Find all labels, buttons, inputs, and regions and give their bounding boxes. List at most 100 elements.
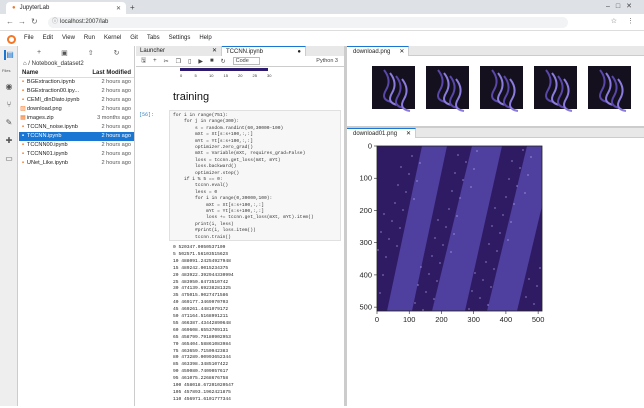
file-modified: 2 hours ago [101,97,131,103]
heatmap-speckle [462,179,464,181]
file-modified: 2 hours ago [101,142,131,148]
new-tab-icon[interactable]: + [130,3,135,12]
tab-launcher[interactable]: Launcher ✕ [136,46,222,56]
heatmap-speckle [388,238,390,240]
thumbnail-streak [617,78,627,112]
menu-tabs[interactable]: Tabs [146,35,160,41]
cell-type-select[interactable]: Code [232,57,260,65]
restart-icon[interactable]: ↻ [220,58,226,65]
notebook-file-icon: ▪ [21,133,25,139]
new-launcher-icon[interactable]: + [37,49,42,56]
output-line: 110 456971.6101777344 [173,396,231,402]
heatmap-speckle [394,202,396,204]
menu-git[interactable]: Git [130,35,138,41]
menu-file[interactable]: File [24,35,34,41]
file-row[interactable]: ▪ BGExtraction.ipynb 2 hours ago [19,78,134,87]
back-icon[interactable]: ← [6,17,14,26]
commands-icon[interactable]: ✎ [5,118,13,127]
menu-settings[interactable]: Settings [168,35,191,41]
code-line: loss += tccnn.get_loss(mXt, mYt).item() [173,215,314,221]
heatmap-speckle [377,249,379,251]
jupyter-favicon-icon: ● [12,5,16,11]
window-controls[interactable]: –□✕ [606,3,638,10]
file-row[interactable]: ▨ download.png 2 hours ago [19,105,134,114]
running-icon[interactable]: ◉ [5,82,13,91]
close-tab-icon[interactable]: ✕ [115,5,121,12]
close-icon[interactable]: ✕ [211,48,217,54]
archive-file-icon: ▦ [20,115,26,121]
image-viewer-bottom: 0 100 200 300 400 500 0 100 200 300 400 500 [347,138,644,406]
output-line: 5 502571.5610351562S [173,251,229,257]
file-row[interactable]: ▪ TCCNN01.ipynb 2 hours ago [19,150,134,159]
notebook-tab-label: TCCNN.ipynb [226,49,264,55]
copy-icon[interactable]: ❐ [175,58,182,65]
code-line: tccnn.train() [173,234,231,240]
menu-help[interactable]: Help [199,35,212,41]
file-row[interactable]: ▪ BGExtraction00.ipy... 2 hours ago [19,87,134,96]
x-tick-label: 300 [467,315,480,324]
stop-icon[interactable]: ■ [210,58,214,64]
file-row[interactable]: ▪ TCCNN_noise.ipynb 2 hours ago [19,123,134,132]
file-row[interactable]: ▦ images.zip 3 months ago [19,114,134,123]
file-row[interactable]: ▪ CEMI_dlnDiato.ipynb 2 hours ago [19,96,134,105]
forward-icon[interactable]: → [18,17,26,26]
git-icon[interactable]: ⑂ [6,100,12,109]
heatmap-speckle [490,286,492,288]
jupyter-logo-icon [7,35,16,44]
run-icon[interactable]: ▶ [198,58,203,65]
browser-tab[interactable]: ● JupyterLab ✕ [6,2,126,14]
breadcrumb[interactable]: ⌂ / Notebook_dataset2 [19,59,134,69]
close-icon[interactable]: ✕ [399,49,405,55]
code-cell[interactable]: for i in range(751): for j in range(300)… [169,110,341,241]
save-icon[interactable]: 🖫 [141,58,147,64]
file-modified: 2 hours ago [101,106,131,112]
panel-divider[interactable] [344,46,347,406]
heatmap-speckle [445,226,447,228]
thumbnail-streak [443,72,453,106]
y-tick-label: 500 [359,303,372,312]
kernel-name[interactable]: Python 3 [316,58,338,64]
new-folder-icon[interactable]: ▣ [61,49,68,57]
unsaved-dot-icon[interactable]: ● [297,49,301,55]
output-line: 95 461075.2268676758 [173,376,229,382]
mini-tick-label: 25 [252,73,257,78]
tab-notebook[interactable]: TCCNN.ipynb ● [222,46,306,56]
file-row[interactable]: ▪ TCCNN00.ipynb 2 hours ago [19,141,134,150]
name-column-header[interactable]: Name [22,70,39,76]
modified-column-header[interactable]: Last Modified [92,70,131,76]
x-tick-label: 500 [532,315,545,324]
mini-image-strip [180,68,268,71]
heatmap-speckle [459,197,461,199]
tab-download-png[interactable]: download.png ✕ [347,46,410,56]
heatmap-speckle [417,284,419,286]
folder-icon[interactable]: ▤ [4,50,14,60]
extension-icon[interactable]: ✚ [5,136,13,145]
tab-download01-png[interactable]: download01.png ✕ [347,128,417,138]
breadcrumb-path[interactable]: / Notebook_dataset2 [28,61,84,67]
url-input[interactable]: ⓘ localhost:2007/lab [48,17,568,28]
notebook-file-icon: ▪ [21,124,25,130]
file-row[interactable]: ▪ UNet_Like.ipynb 2 hours ago [19,159,134,168]
file-row[interactable]: ▪ TCCNN.ipynb 2 hours ago [19,132,134,141]
horizontal-divider[interactable] [347,126,644,128]
paste-icon[interactable]: ▯ [188,58,192,65]
heatmap-speckle [487,304,489,306]
reload-icon[interactable]: ↻ [31,17,38,26]
menu-run[interactable]: Run [83,35,95,41]
tabs-icon[interactable]: ▭ [5,154,13,163]
refresh-icon[interactable]: ↻ [113,49,120,57]
cut-icon[interactable]: ✂ [163,58,169,65]
mini-tick-label: 0 [180,73,183,78]
mini-tick-label: 20 [238,73,243,78]
heatmap-speckle [382,274,384,276]
browser-menu-icons[interactable]: ☆ ⋮ [610,18,638,25]
menu-kernel[interactable]: Kernel [103,35,122,41]
upload-icon[interactable]: ⇧ [87,49,94,57]
menu-edit[interactable]: Edit [42,35,54,41]
output-line: 90 459080.7409057617 [173,369,229,375]
close-icon[interactable]: ✕ [406,131,412,137]
add-cell-icon[interactable]: + [153,58,157,64]
menu-view[interactable]: View [62,35,75,41]
home-icon[interactable]: ⌂ [23,61,27,67]
output-line: 0 520347.0050537109 [173,245,226,250]
